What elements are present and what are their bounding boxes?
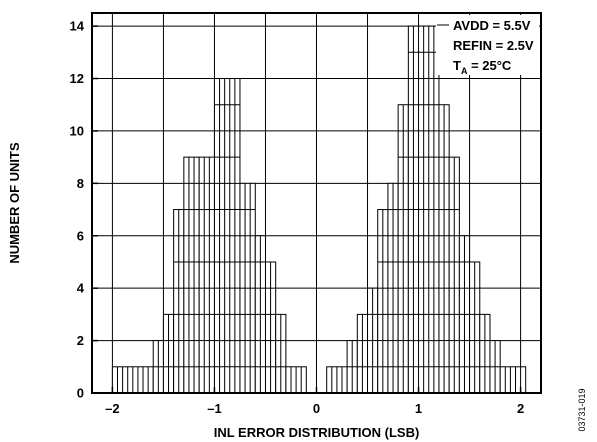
histogram-bar bbox=[479, 313, 491, 394]
y-tick-label: 12 bbox=[70, 71, 84, 86]
x-axis-title: INL ERROR DISTRIBUTION (LSB) bbox=[214, 425, 420, 440]
histogram-bar bbox=[499, 366, 527, 394]
histogram-bar bbox=[377, 209, 389, 394]
histogram-bar bbox=[275, 313, 287, 394]
y-tick-label: 2 bbox=[77, 333, 84, 348]
x-tick-label: 0 bbox=[313, 401, 320, 416]
histogram-bar bbox=[152, 340, 164, 394]
histogram-bar bbox=[326, 366, 348, 394]
x-tick-label: 2 bbox=[517, 401, 524, 416]
y-tick-label: 14 bbox=[70, 19, 85, 34]
legend-entry-text: = 25°C bbox=[467, 58, 511, 73]
histogram-bar bbox=[183, 156, 200, 394]
histogram-bars bbox=[111, 25, 527, 394]
legend: AVDD = 5.5V REFIN = 2.5V TA = 25°C bbox=[437, 18, 534, 76]
y-tick-label: 8 bbox=[77, 176, 84, 191]
histogram-bar bbox=[469, 261, 481, 394]
y-tick-label: 10 bbox=[70, 123, 84, 138]
histogram-bar bbox=[198, 156, 215, 394]
histogram-bar bbox=[264, 261, 277, 394]
legend-entry: AVDD = 5.5V bbox=[453, 18, 531, 33]
histogram-bar bbox=[213, 78, 241, 394]
histogram-bar bbox=[285, 366, 307, 394]
y-tick-labels: 0 2 4 6 8 10 12 14 bbox=[70, 19, 85, 401]
legend-entry-text: AVDD = 5.5V bbox=[453, 18, 531, 33]
histogram-bar-outline bbox=[499, 366, 527, 394]
y-tick-label: 4 bbox=[77, 281, 85, 296]
figure-id: 03731-019 bbox=[577, 388, 587, 431]
histogram-bar bbox=[173, 209, 185, 394]
histogram-bar bbox=[346, 340, 358, 394]
histogram-bar bbox=[397, 104, 409, 394]
y-axis-title: NUMBER OF UNITS bbox=[7, 142, 22, 264]
legend-entry-subscript: A bbox=[461, 66, 468, 76]
histogram-bar bbox=[254, 235, 266, 394]
histogram-bar bbox=[111, 366, 154, 394]
legend-entry: REFIN = 2.5V bbox=[453, 38, 534, 53]
legend-entry-text: REFIN = 2.5V bbox=[453, 38, 534, 53]
histogram-bar bbox=[162, 313, 175, 394]
histogram-bar bbox=[367, 287, 379, 394]
y-tick-label: 0 bbox=[77, 386, 84, 401]
histogram-bar bbox=[458, 235, 471, 394]
histogram-bar bbox=[356, 313, 369, 394]
legend-entry-text: T bbox=[453, 58, 461, 73]
histogram-bar bbox=[387, 182, 399, 394]
histogram-bar-outline bbox=[198, 156, 215, 394]
x-tick-labels: –2 –1 0 1 2 bbox=[105, 401, 524, 416]
x-tick-label: –2 bbox=[105, 401, 119, 416]
histogram-bar bbox=[448, 156, 460, 394]
x-tick-label: –1 bbox=[207, 401, 221, 416]
histogram-bar-outline bbox=[183, 156, 200, 394]
legend-entry: TA = 25°C bbox=[453, 58, 512, 76]
grid-lines bbox=[92, 13, 541, 393]
histogram-bar bbox=[407, 25, 440, 394]
y-tick-label: 6 bbox=[77, 228, 84, 243]
plot-frame bbox=[91, 12, 542, 394]
x-tick-label: 1 bbox=[415, 401, 422, 416]
histogram-bar bbox=[438, 104, 450, 394]
histogram-bar bbox=[489, 340, 501, 394]
legend-background bbox=[436, 15, 539, 75]
histogram-bar bbox=[239, 182, 256, 394]
